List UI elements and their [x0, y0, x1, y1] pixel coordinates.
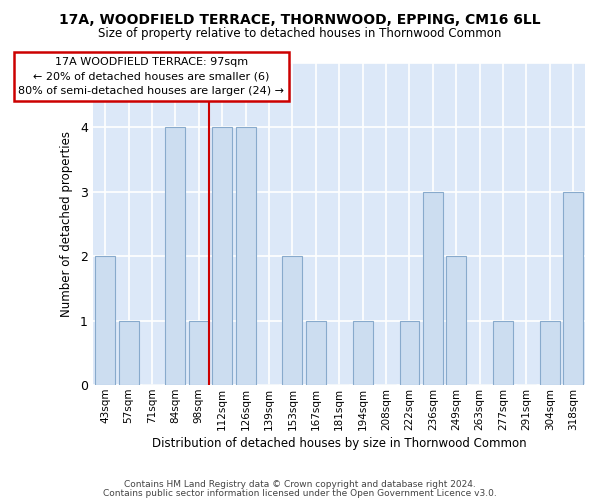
Bar [236, 127, 256, 385]
Bar [446, 256, 466, 385]
Bar [353, 320, 373, 385]
Bar [493, 320, 513, 385]
Text: Contains HM Land Registry data © Crown copyright and database right 2024.: Contains HM Land Registry data © Crown c… [124, 480, 476, 489]
Bar [306, 320, 326, 385]
X-axis label: Distribution of detached houses by size in Thornwood Common: Distribution of detached houses by size … [152, 437, 527, 450]
Bar [166, 127, 185, 385]
Bar [283, 256, 302, 385]
Bar [189, 320, 209, 385]
Text: 17A, WOODFIELD TERRACE, THORNWOOD, EPPING, CM16 6LL: 17A, WOODFIELD TERRACE, THORNWOOD, EPPIN… [59, 12, 541, 26]
Text: Size of property relative to detached houses in Thornwood Common: Size of property relative to detached ho… [98, 28, 502, 40]
Text: Contains public sector information licensed under the Open Government Licence v3: Contains public sector information licen… [103, 488, 497, 498]
Text: 17A WOODFIELD TERRACE: 97sqm
← 20% of detached houses are smaller (6)
80% of sem: 17A WOODFIELD TERRACE: 97sqm ← 20% of de… [18, 57, 284, 96]
Bar [540, 320, 560, 385]
Bar [95, 256, 115, 385]
Bar [563, 192, 583, 385]
Y-axis label: Number of detached properties: Number of detached properties [60, 131, 73, 317]
Bar [119, 320, 139, 385]
Bar [400, 320, 419, 385]
Bar [212, 127, 232, 385]
Bar [423, 192, 443, 385]
